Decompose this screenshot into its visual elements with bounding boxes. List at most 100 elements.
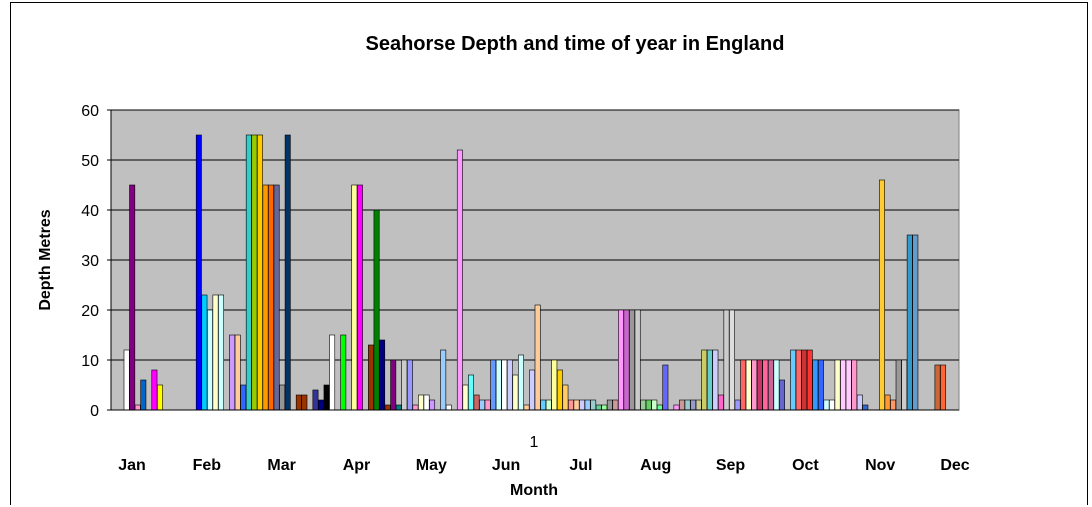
bar (429, 399, 436, 411)
bar (634, 309, 641, 411)
y-tick-label: 10 (81, 353, 99, 370)
bar (762, 359, 769, 411)
bar (734, 399, 741, 411)
month-label: Jan (118, 457, 146, 474)
bar (323, 384, 330, 411)
bar (573, 399, 580, 411)
bar (445, 404, 452, 411)
bar (862, 404, 869, 411)
bar (568, 399, 574, 411)
bar (729, 309, 735, 411)
bar (556, 369, 563, 411)
bar (656, 404, 663, 411)
bar (740, 359, 747, 411)
bar (401, 359, 408, 411)
bar (512, 374, 519, 411)
bar (690, 399, 697, 411)
bar (684, 399, 691, 411)
bar (418, 394, 424, 411)
bar (151, 369, 158, 411)
y-tick-label: 0 (90, 403, 99, 420)
bar (623, 309, 630, 411)
bar (157, 384, 163, 411)
bar (506, 359, 513, 411)
bar (645, 399, 652, 411)
bar (706, 349, 713, 411)
bar (240, 384, 247, 411)
bar (879, 179, 885, 411)
bar (562, 384, 569, 411)
month-label: Feb (193, 457, 222, 474)
y-axis-ticks: 0 10 20 30 40 50 60 (81, 103, 111, 420)
bar (806, 349, 813, 411)
y-tick-label: 60 (81, 103, 99, 120)
bar (406, 359, 413, 411)
bar (423, 394, 430, 411)
bar (695, 399, 702, 411)
month-label: Nov (865, 457, 895, 474)
bar (140, 379, 147, 411)
month-label: Jun (492, 457, 520, 474)
bar (134, 404, 141, 411)
x-axis-title: Month (510, 482, 558, 499)
bar (201, 294, 208, 411)
bar (279, 384, 286, 411)
bar (318, 399, 324, 411)
bar (640, 399, 647, 411)
bar (723, 309, 730, 411)
bar (901, 359, 908, 411)
bar (523, 404, 530, 411)
bar (329, 334, 336, 411)
bar (934, 364, 941, 411)
bar (701, 349, 708, 411)
bar (790, 349, 797, 411)
bar (590, 399, 597, 411)
bar (773, 359, 780, 411)
bar (473, 394, 480, 411)
category-label: 1 (530, 434, 539, 451)
bar (123, 349, 130, 411)
bar (368, 344, 374, 411)
bar (229, 334, 236, 411)
bar (468, 374, 474, 411)
bar (412, 404, 419, 411)
bar (440, 349, 447, 411)
bar (129, 184, 136, 411)
bar (257, 134, 263, 411)
bar (495, 359, 502, 411)
bar (756, 359, 763, 411)
bar (262, 184, 269, 411)
bar (379, 339, 386, 411)
bar (245, 134, 252, 411)
bar (662, 364, 669, 411)
bar (373, 209, 380, 411)
month-label: Aug (640, 457, 671, 474)
bar (579, 399, 586, 411)
bar (395, 404, 402, 411)
bar (195, 134, 202, 411)
bar (606, 399, 613, 411)
month-label: Mar (267, 457, 295, 474)
bar (895, 359, 902, 411)
bar (779, 379, 785, 411)
bar (207, 309, 213, 411)
bar (545, 399, 552, 411)
bar (890, 399, 897, 411)
bar (817, 359, 824, 411)
bar (295, 394, 302, 411)
bar (940, 364, 947, 411)
bar (234, 334, 241, 411)
y-tick-label: 30 (81, 253, 99, 270)
bar (340, 334, 347, 411)
bar (518, 354, 524, 411)
bar (829, 399, 835, 411)
bar (479, 399, 486, 411)
bar (456, 149, 463, 411)
bar (268, 184, 274, 411)
month-label: Sep (716, 457, 746, 474)
bar (384, 404, 391, 411)
bar (284, 134, 291, 411)
bar (540, 399, 547, 411)
bar (529, 369, 536, 411)
bar (906, 234, 913, 411)
